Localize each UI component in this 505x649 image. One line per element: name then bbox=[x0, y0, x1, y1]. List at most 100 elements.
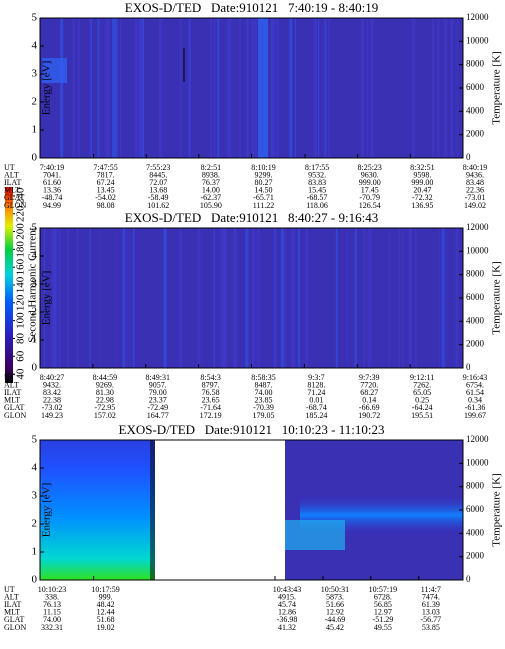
spectrogram-streak bbox=[361, 18, 365, 158]
y-axis-label: Energy [eV] bbox=[41, 271, 53, 325]
table-cell: 4915. bbox=[278, 592, 296, 601]
spectrogram-streak bbox=[305, 228, 309, 368]
y2-tick-label: 12000 bbox=[466, 222, 489, 232]
table-row-label: ALT bbox=[4, 592, 19, 601]
chart-title: EXOS-D/TED Date:910121 8:40:27 - 9:16:43 bbox=[125, 210, 378, 225]
table-row-label: GLON bbox=[4, 201, 26, 210]
y2-tick-label: 6000 bbox=[466, 82, 485, 92]
table-cell: 7041. bbox=[43, 170, 61, 179]
spectrogram-streak bbox=[66, 228, 69, 368]
spectrogram-streak bbox=[272, 18, 276, 158]
table-cell: 8:2:51 bbox=[201, 163, 221, 172]
table-cell: 23.37 bbox=[149, 396, 167, 405]
spectrogram-streak bbox=[455, 228, 459, 368]
spectrogram-streak bbox=[213, 228, 215, 368]
table-cell: 98.08 bbox=[97, 201, 115, 210]
y-tick-label: 4 bbox=[32, 250, 38, 262]
spectrogram-streak bbox=[42, 58, 67, 83]
table-cell: 76.13 bbox=[43, 600, 61, 609]
table-cell: 23.85 bbox=[255, 396, 273, 405]
y2-tick-label: 0 bbox=[466, 362, 471, 372]
table-cell: -48.74 bbox=[42, 193, 63, 202]
table-cell: 118.06 bbox=[306, 201, 328, 210]
table-row-label: MLT bbox=[4, 396, 20, 405]
spectrogram bbox=[40, 440, 155, 580]
y-tick-label: 1 bbox=[32, 124, 38, 136]
table-cell: 22.38 bbox=[43, 396, 61, 405]
spectrogram-streak bbox=[219, 228, 221, 368]
spectrogram-streak bbox=[160, 18, 163, 158]
table-cell: 12.92 bbox=[326, 608, 344, 617]
spectrogram-streak bbox=[271, 18, 273, 158]
table-cell: 8:40:19 bbox=[463, 163, 487, 172]
spectrogram-streak bbox=[362, 228, 365, 368]
spectrogram-streak bbox=[104, 18, 108, 158]
table-cell: 5873. bbox=[326, 592, 344, 601]
colorbar-tick-label: 160 bbox=[15, 258, 27, 275]
spectrogram-streak bbox=[439, 228, 441, 368]
y2-tick-label: 2000 bbox=[466, 339, 485, 349]
table-cell: 13.36 bbox=[43, 186, 61, 195]
y-tick-label: 1 bbox=[32, 546, 38, 558]
table-cell: 94.99 bbox=[43, 201, 61, 210]
colorbar-tick-label: 240 bbox=[15, 187, 27, 204]
table-cell: 9436. bbox=[466, 170, 484, 179]
colorbar-label: Second Harmonic Current bbox=[27, 227, 39, 342]
table-cell: 23.65 bbox=[202, 396, 220, 405]
table-cell: 61.39 bbox=[422, 600, 440, 609]
y2-tick-label: 0 bbox=[466, 574, 471, 584]
spectrogram-streak bbox=[324, 18, 327, 158]
y2-tick-label: 8000 bbox=[466, 59, 485, 69]
table-cell: 10:17:59 bbox=[91, 585, 119, 594]
table-cell: 51.66 bbox=[326, 600, 344, 609]
table-row-label: ALT bbox=[4, 170, 19, 179]
spectrogram-streak bbox=[220, 228, 223, 368]
spectrogram-streak bbox=[456, 18, 458, 158]
table-cell: 48.42 bbox=[97, 600, 115, 609]
table-cell: 149.23 bbox=[41, 411, 63, 420]
chart-title: EXOS-D/TED Date:910121 10:10:23 - 11:10:… bbox=[119, 422, 385, 437]
spectrogram-streak bbox=[114, 228, 116, 368]
spectrogram-streak bbox=[133, 228, 135, 368]
y2-tick-label: 4000 bbox=[466, 105, 485, 115]
spectrogram-streak bbox=[53, 228, 57, 368]
spectrogram-streak bbox=[318, 18, 320, 158]
y2-tick-label: 0 bbox=[466, 152, 471, 162]
table-cell: 126.54 bbox=[359, 201, 381, 210]
spectrogram-streak bbox=[89, 228, 91, 368]
table-cell: 45.74 bbox=[278, 600, 296, 609]
table-cell: 17.45 bbox=[361, 186, 379, 195]
table-cell: 164.77 bbox=[147, 411, 169, 420]
spectrogram-streak bbox=[398, 228, 401, 368]
spectrogram-streak bbox=[209, 18, 212, 158]
table-row-label: MLT bbox=[4, 186, 20, 195]
table-cell: 8:40:27 bbox=[40, 373, 64, 382]
spectrogram-streak bbox=[179, 18, 182, 158]
table-cell: 76.37 bbox=[202, 178, 220, 187]
spectrogram-streak bbox=[73, 18, 75, 158]
y2-tick-label: 4000 bbox=[466, 527, 485, 537]
table-cell: 0.25 bbox=[415, 396, 429, 405]
y-axis-label: Energy [eV] bbox=[41, 61, 53, 115]
spectrogram-band bbox=[150, 440, 155, 580]
table-cell: -68.74 bbox=[306, 403, 327, 412]
table-row-label: GLON bbox=[4, 411, 26, 420]
table-cell: 10:43:43 bbox=[273, 585, 301, 594]
table-cell: 179.05 bbox=[253, 411, 275, 420]
table-cell: 8797. bbox=[202, 380, 220, 389]
spectrogram-streak bbox=[402, 228, 404, 368]
table-cell: -72.32 bbox=[412, 193, 433, 202]
table-cell: 9432. bbox=[43, 380, 61, 389]
table-cell: -73.02 bbox=[42, 403, 63, 412]
spectrogram-streak bbox=[122, 228, 125, 368]
spectrogram-streak bbox=[91, 18, 93, 158]
table-cell: 65.05 bbox=[413, 388, 431, 397]
table-row-label: ILAT bbox=[4, 388, 21, 397]
spectrogram-streak bbox=[370, 228, 372, 368]
spectrogram-streak bbox=[414, 228, 417, 368]
table-cell: 0.34 bbox=[468, 396, 482, 405]
table-cell: 53.85 bbox=[422, 623, 440, 632]
colorbar-tick-label: 120 bbox=[15, 294, 27, 311]
table-cell: 56.85 bbox=[374, 600, 392, 609]
table-cell: 8:17:55 bbox=[305, 163, 329, 172]
